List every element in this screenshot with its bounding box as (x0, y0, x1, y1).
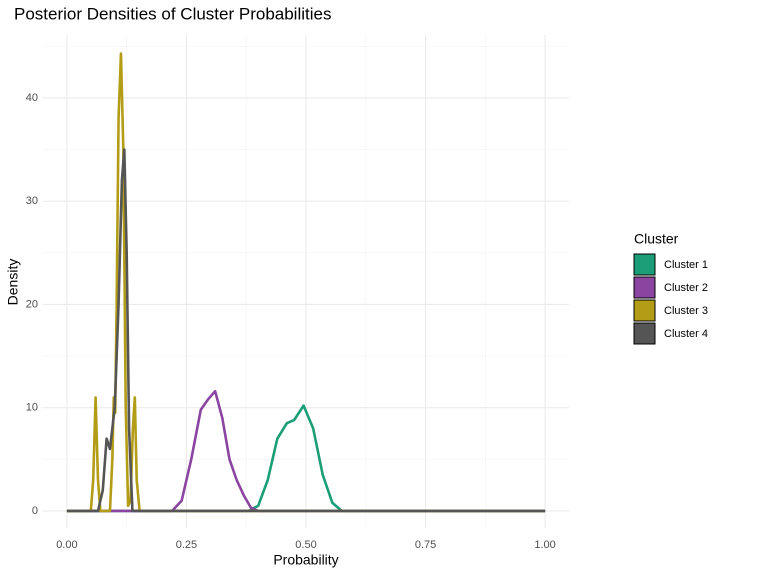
legend-key (633, 276, 656, 299)
density-line (66, 52, 546, 513)
y-tick-label: 30 (26, 195, 38, 207)
legend-title: Cluster (634, 231, 679, 247)
density-line (66, 404, 546, 513)
legend-label: Cluster 2 (664, 282, 708, 294)
x-tick-label: 0.50 (295, 539, 316, 551)
legend-key (633, 253, 656, 276)
legend-label: Cluster 1 (664, 259, 708, 271)
x-tick-label: 1.00 (534, 539, 555, 551)
y-tick-label: 0 (32, 505, 38, 517)
y-axis-title: Density (5, 259, 21, 306)
x-tick-label: 0.25 (176, 539, 197, 551)
y-tick-label: 20 (26, 298, 38, 310)
chart-title: Posterior Densities of Cluster Probabili… (14, 4, 331, 23)
density-line (66, 148, 546, 513)
y-tick-label: 10 (26, 402, 38, 414)
x-tick-label: 0.00 (56, 539, 77, 551)
legend-label: Cluster 3 (664, 305, 708, 317)
legend-key (633, 322, 656, 345)
legend-label: Cluster 4 (664, 328, 708, 340)
y-tick-label: 40 (26, 92, 38, 104)
x-tick-label: 0.75 (415, 539, 436, 551)
legend-key (633, 299, 656, 322)
density-line (66, 389, 546, 513)
x-axis-title: Probability (273, 552, 338, 568)
